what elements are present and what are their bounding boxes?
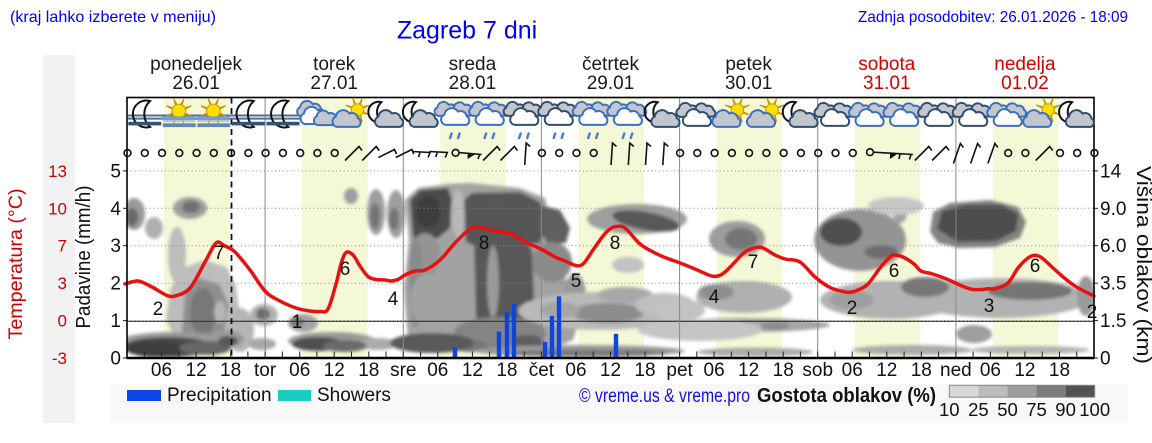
svg-text:Gostota oblakov (%): Gostota oblakov (%) bbox=[757, 385, 936, 407]
svg-text:6: 6 bbox=[889, 261, 900, 282]
svg-text:Padavine (mm/h): Padavine (mm/h) bbox=[73, 186, 95, 329]
svg-text:ned: ned bbox=[940, 360, 972, 381]
svg-text:18: 18 bbox=[773, 360, 794, 381]
svg-text:06: 06 bbox=[980, 360, 1001, 381]
svg-text:6.0: 6.0 bbox=[1100, 236, 1126, 257]
svg-text:2: 2 bbox=[847, 298, 858, 319]
svg-text:pet: pet bbox=[666, 360, 693, 381]
svg-text:-3: -3 bbox=[52, 349, 67, 368]
svg-text:čet: čet bbox=[529, 360, 555, 381]
svg-text:27.01: 27.01 bbox=[310, 73, 358, 94]
svg-text:1.5: 1.5 bbox=[1100, 311, 1126, 332]
svg-text:1: 1 bbox=[110, 311, 121, 332]
svg-text:14: 14 bbox=[1100, 161, 1122, 182]
svg-text:1: 1 bbox=[292, 312, 303, 333]
svg-text:8: 8 bbox=[479, 233, 490, 254]
svg-text:12: 12 bbox=[600, 360, 621, 381]
svg-text:7: 7 bbox=[748, 252, 759, 273]
svg-text:90: 90 bbox=[1055, 399, 1076, 420]
svg-text:0: 0 bbox=[110, 349, 121, 370]
svg-text:4: 4 bbox=[388, 289, 399, 310]
svg-text:25: 25 bbox=[968, 399, 989, 420]
svg-text:7: 7 bbox=[214, 243, 225, 264]
svg-text:10: 10 bbox=[48, 199, 67, 218]
svg-text:Višina oblakov (km): Višina oblakov (km) bbox=[1132, 166, 1152, 364]
svg-text:7: 7 bbox=[58, 237, 67, 256]
svg-text:12: 12 bbox=[1014, 360, 1035, 381]
svg-text:3: 3 bbox=[984, 296, 995, 317]
svg-text:(kraj lahko izberete v meniju): (kraj lahko izberete v meniju) bbox=[10, 9, 216, 26]
svg-text:12: 12 bbox=[324, 360, 345, 381]
svg-text:18: 18 bbox=[358, 360, 379, 381]
svg-text:06: 06 bbox=[427, 360, 448, 381]
svg-text:4: 4 bbox=[110, 199, 121, 220]
svg-text:2: 2 bbox=[110, 274, 121, 295]
svg-text:10: 10 bbox=[939, 399, 960, 420]
svg-text:0: 0 bbox=[58, 312, 67, 331]
svg-text:29.01: 29.01 bbox=[587, 73, 635, 94]
svg-text:9.0: 9.0 bbox=[1100, 199, 1126, 220]
svg-text:26.01: 26.01 bbox=[172, 73, 220, 94]
svg-text:13: 13 bbox=[48, 162, 67, 181]
svg-text:Showers: Showers bbox=[317, 385, 391, 406]
svg-text:Zadnja posodobitev: 26.01.2026: Zadnja posodobitev: 26.01.2026 - 18:09 bbox=[858, 9, 1128, 26]
svg-text:6: 6 bbox=[340, 259, 351, 280]
svg-text:sreda: sreda bbox=[449, 54, 497, 75]
svg-text:50: 50 bbox=[997, 399, 1018, 420]
svg-text:petek: petek bbox=[725, 54, 772, 75]
svg-text:sob: sob bbox=[802, 360, 833, 381]
svg-text:30.01: 30.01 bbox=[725, 73, 773, 94]
svg-text:28.01: 28.01 bbox=[449, 73, 497, 94]
svg-text:18: 18 bbox=[496, 360, 517, 381]
svg-text:2: 2 bbox=[153, 299, 164, 320]
svg-text:četrtek: četrtek bbox=[582, 54, 640, 75]
svg-text:Zagreb 7 dni: Zagreb 7 dni bbox=[397, 17, 537, 45]
svg-text:12: 12 bbox=[186, 360, 207, 381]
svg-text:01.02: 01.02 bbox=[1001, 73, 1049, 94]
svg-text:0: 0 bbox=[1100, 349, 1111, 370]
svg-text:06: 06 bbox=[565, 360, 586, 381]
svg-text:4: 4 bbox=[709, 287, 720, 308]
svg-text:12: 12 bbox=[738, 360, 759, 381]
svg-text:5: 5 bbox=[571, 271, 582, 292]
svg-text:6: 6 bbox=[1030, 256, 1041, 277]
svg-text:12: 12 bbox=[876, 360, 897, 381]
svg-text:sobota: sobota bbox=[858, 54, 915, 75]
svg-text:Temperatura (°C): Temperatura (°C) bbox=[6, 189, 27, 340]
svg-text:18: 18 bbox=[1049, 360, 1070, 381]
svg-text:100: 100 bbox=[1079, 399, 1110, 420]
svg-text:© vreme.us & vreme.pro: © vreme.us & vreme.pro bbox=[579, 386, 750, 407]
svg-text:18: 18 bbox=[634, 360, 655, 381]
svg-text:75: 75 bbox=[1026, 399, 1047, 420]
svg-text:06: 06 bbox=[289, 360, 310, 381]
svg-text:8: 8 bbox=[610, 233, 621, 254]
svg-text:3: 3 bbox=[110, 236, 121, 257]
svg-text:Precipitation: Precipitation bbox=[167, 385, 272, 406]
svg-text:sre: sre bbox=[390, 360, 416, 381]
svg-text:nedelja: nedelja bbox=[994, 54, 1056, 75]
svg-text:3: 3 bbox=[58, 274, 67, 293]
svg-text:18: 18 bbox=[220, 360, 241, 381]
svg-text:ponedeljek: ponedeljek bbox=[150, 54, 242, 75]
svg-text:5: 5 bbox=[110, 161, 121, 182]
svg-text:06: 06 bbox=[704, 360, 725, 381]
svg-text:12: 12 bbox=[462, 360, 483, 381]
svg-text:31.01: 31.01 bbox=[863, 73, 911, 94]
svg-text:tor: tor bbox=[254, 360, 277, 381]
svg-text:06: 06 bbox=[842, 360, 863, 381]
svg-text:2: 2 bbox=[1087, 302, 1098, 323]
svg-text:torek: torek bbox=[313, 54, 356, 75]
svg-text:06: 06 bbox=[151, 360, 172, 381]
svg-text:3.5: 3.5 bbox=[1100, 274, 1126, 295]
svg-text:18: 18 bbox=[911, 360, 932, 381]
